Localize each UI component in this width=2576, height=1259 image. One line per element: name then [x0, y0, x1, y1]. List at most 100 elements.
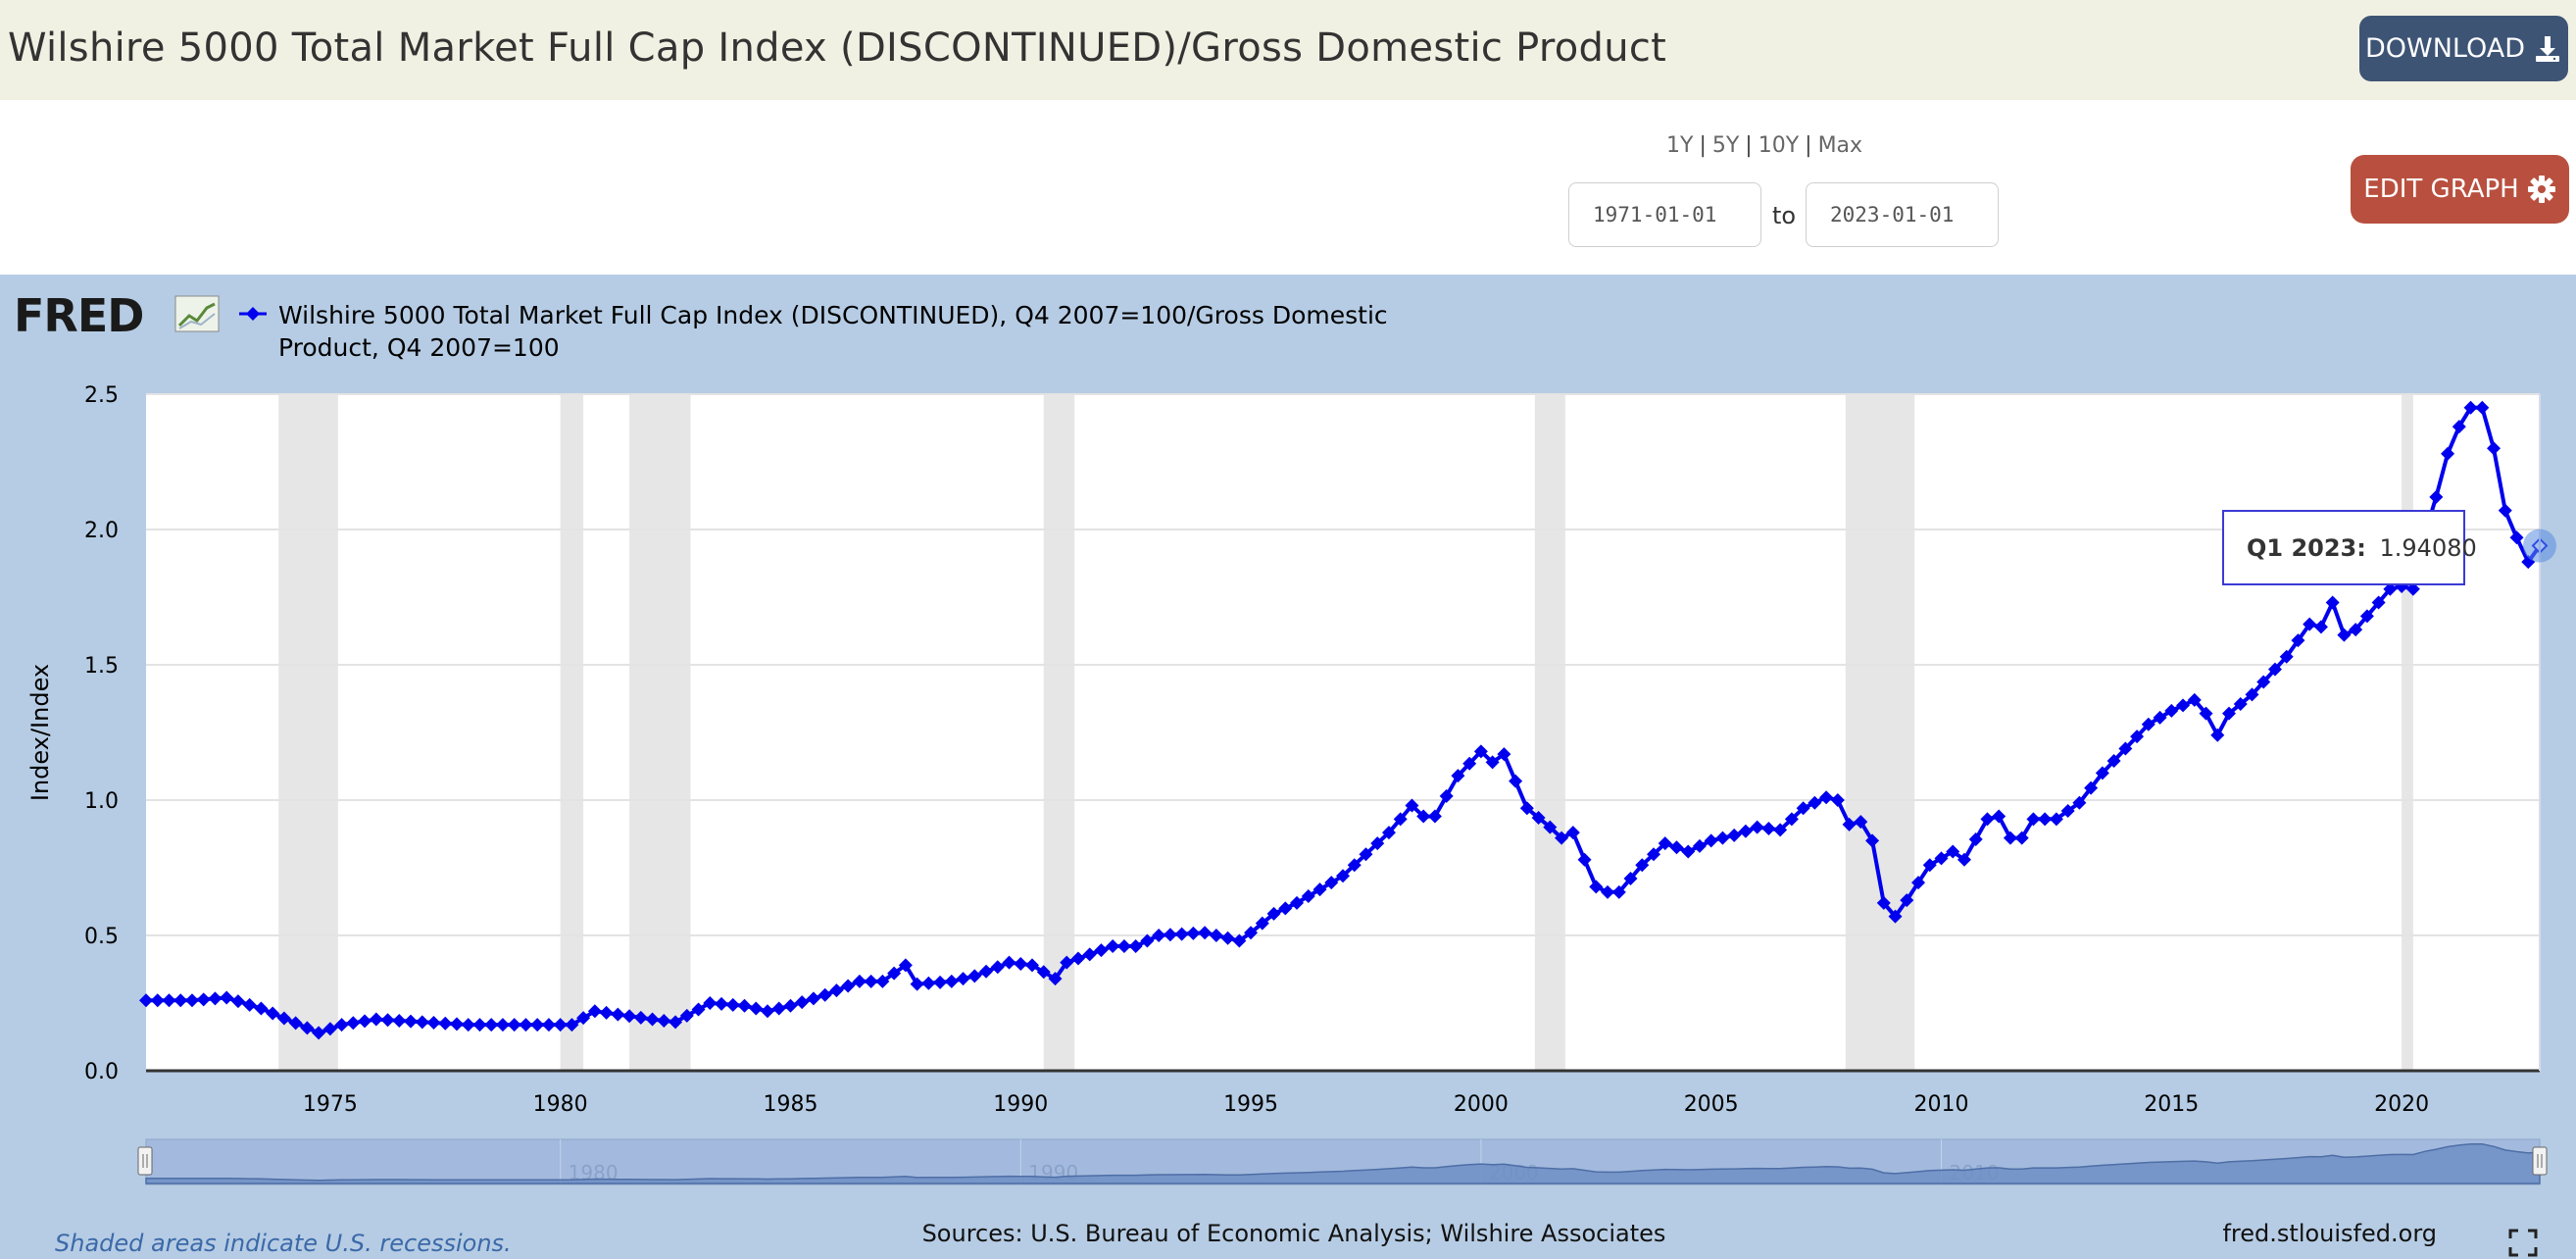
- data-point-marker[interactable]: [1555, 831, 1569, 845]
- data-point-marker[interactable]: [312, 1026, 326, 1040]
- data-point-marker[interactable]: [1646, 847, 1660, 862]
- range-link-max[interactable]: Max: [1817, 133, 1863, 158]
- data-point-marker[interactable]: [933, 975, 948, 989]
- data-point-marker[interactable]: [519, 1018, 533, 1032]
- data-point-marker[interactable]: [2038, 812, 2053, 827]
- data-point-marker[interactable]: [208, 991, 223, 1006]
- data-point-marker[interactable]: [715, 996, 729, 1011]
- data-point-marker[interactable]: [2233, 697, 2248, 712]
- data-point-marker[interactable]: [703, 996, 718, 1010]
- data-point-marker[interactable]: [1543, 820, 1558, 834]
- data-point-marker[interactable]: [2359, 609, 2374, 624]
- data-point-marker[interactable]: [1922, 858, 1937, 873]
- data-point-marker[interactable]: [1416, 809, 1431, 824]
- data-point-marker[interactable]: [1082, 947, 1097, 962]
- data-point-marker[interactable]: [1796, 801, 1810, 816]
- data-point-marker[interactable]: [1589, 880, 1604, 894]
- data-point-marker[interactable]: [266, 1006, 280, 1021]
- data-point-marker[interactable]: [967, 969, 982, 983]
- data-point-marker[interactable]: [173, 993, 188, 1008]
- data-point-marker[interactable]: [737, 998, 752, 1013]
- data-point-marker[interactable]: [749, 1001, 764, 1016]
- data-point-marker[interactable]: [1773, 823, 1788, 837]
- data-point-marker[interactable]: [288, 1016, 303, 1031]
- data-point-marker[interactable]: [633, 1010, 648, 1025]
- data-point-marker[interactable]: [725, 997, 740, 1012]
- data-point-marker[interactable]: [1738, 824, 1753, 838]
- data-point-marker[interactable]: [1980, 812, 1995, 827]
- data-point-marker[interactable]: [1036, 965, 1051, 980]
- data-point-marker[interactable]: [1152, 929, 1166, 942]
- data-point-marker[interactable]: [2509, 530, 2524, 545]
- data-point-marker[interactable]: [910, 977, 924, 991]
- data-point-marker[interactable]: [2475, 400, 2490, 415]
- data-point-marker[interactable]: [1992, 809, 2006, 824]
- data-point-marker[interactable]: [1830, 793, 1845, 807]
- data-point-marker[interactable]: [242, 997, 257, 1012]
- edit-graph-button[interactable]: EDIT GRAPH: [2351, 155, 2569, 224]
- data-point-marker[interactable]: [392, 1013, 407, 1028]
- data-point-marker[interactable]: [1244, 926, 1259, 940]
- data-point-marker[interactable]: [1635, 858, 1650, 873]
- data-point-marker[interactable]: [1313, 882, 1327, 897]
- data-point-marker[interactable]: [990, 960, 1005, 975]
- data-point-marker[interactable]: [1140, 933, 1155, 948]
- data-point-marker[interactable]: [2313, 620, 2328, 634]
- data-point-marker[interactable]: [2187, 692, 2202, 707]
- data-point-marker[interactable]: [1611, 884, 1626, 899]
- data-point-marker[interactable]: [2279, 649, 2294, 664]
- download-button[interactable]: DOWNLOAD: [2359, 16, 2568, 81]
- data-point-marker[interactable]: [1209, 929, 1223, 942]
- data-point-marker[interactable]: [1715, 831, 1730, 845]
- data-point-marker[interactable]: [622, 1009, 637, 1024]
- data-point-marker[interactable]: [2026, 812, 2041, 827]
- data-point-marker[interactable]: [276, 1011, 291, 1026]
- data-point-marker[interactable]: [1888, 909, 1903, 924]
- data-point-marker[interactable]: [1727, 828, 1742, 842]
- data-point-marker[interactable]: [875, 974, 890, 988]
- data-point-marker[interactable]: [887, 966, 902, 981]
- data-point-marker[interactable]: [2095, 766, 2109, 781]
- data-point-marker[interactable]: [2199, 706, 2213, 721]
- data-point-marker[interactable]: [2130, 730, 2145, 744]
- data-point-marker[interactable]: [2463, 400, 2478, 415]
- data-point-marker[interactable]: [1439, 788, 1454, 803]
- data-point-marker[interactable]: [1232, 933, 1247, 948]
- data-point-marker[interactable]: [669, 1015, 683, 1030]
- data-point-marker[interactable]: [230, 994, 245, 1009]
- data-point-marker[interactable]: [162, 993, 176, 1008]
- data-point-marker[interactable]: [956, 972, 970, 986]
- data-point-marker[interactable]: [1865, 833, 1880, 848]
- data-point-marker[interactable]: [1819, 790, 1834, 805]
- data-point-marker[interactable]: [1900, 893, 1914, 908]
- data-point-marker[interactable]: [322, 1022, 337, 1036]
- data-point-marker[interactable]: [495, 1018, 510, 1032]
- data-point-marker[interactable]: [184, 993, 199, 1008]
- data-point-marker[interactable]: [795, 995, 810, 1010]
- data-point-marker[interactable]: [1497, 747, 1511, 762]
- data-point-marker[interactable]: [2003, 831, 2017, 845]
- data-point-marker[interactable]: [2383, 581, 2398, 596]
- data-point-marker[interactable]: [472, 1018, 487, 1032]
- data-point-marker[interactable]: [1359, 847, 1373, 862]
- data-point-marker[interactable]: [1473, 744, 1488, 759]
- data-point-marker[interactable]: [438, 1016, 453, 1031]
- data-point-marker[interactable]: [2256, 675, 2271, 689]
- range-link-5y[interactable]: 5Y: [1711, 133, 1740, 158]
- data-point-marker[interactable]: [1347, 858, 1362, 873]
- navigator-right-handle[interactable]: [2532, 1146, 2548, 1176]
- navigator-left-handle[interactable]: [137, 1146, 153, 1176]
- data-point-marker[interactable]: [1623, 872, 1638, 886]
- data-point-marker[interactable]: [1808, 795, 1822, 810]
- data-point-marker[interactable]: [2371, 595, 2386, 610]
- data-point-marker[interactable]: [1128, 939, 1143, 954]
- data-point-marker[interactable]: [2405, 581, 2420, 596]
- data-point-marker[interactable]: [300, 1021, 315, 1035]
- data-point-marker[interactable]: [1784, 812, 1799, 827]
- data-point-marker[interactable]: [1531, 810, 1546, 825]
- data-point-marker[interactable]: [1704, 833, 1718, 848]
- data-point-marker[interactable]: [2153, 710, 2167, 725]
- data-point-marker[interactable]: [2049, 812, 2063, 827]
- data-point-marker[interactable]: [1876, 895, 1891, 910]
- data-point-marker[interactable]: [2487, 441, 2502, 456]
